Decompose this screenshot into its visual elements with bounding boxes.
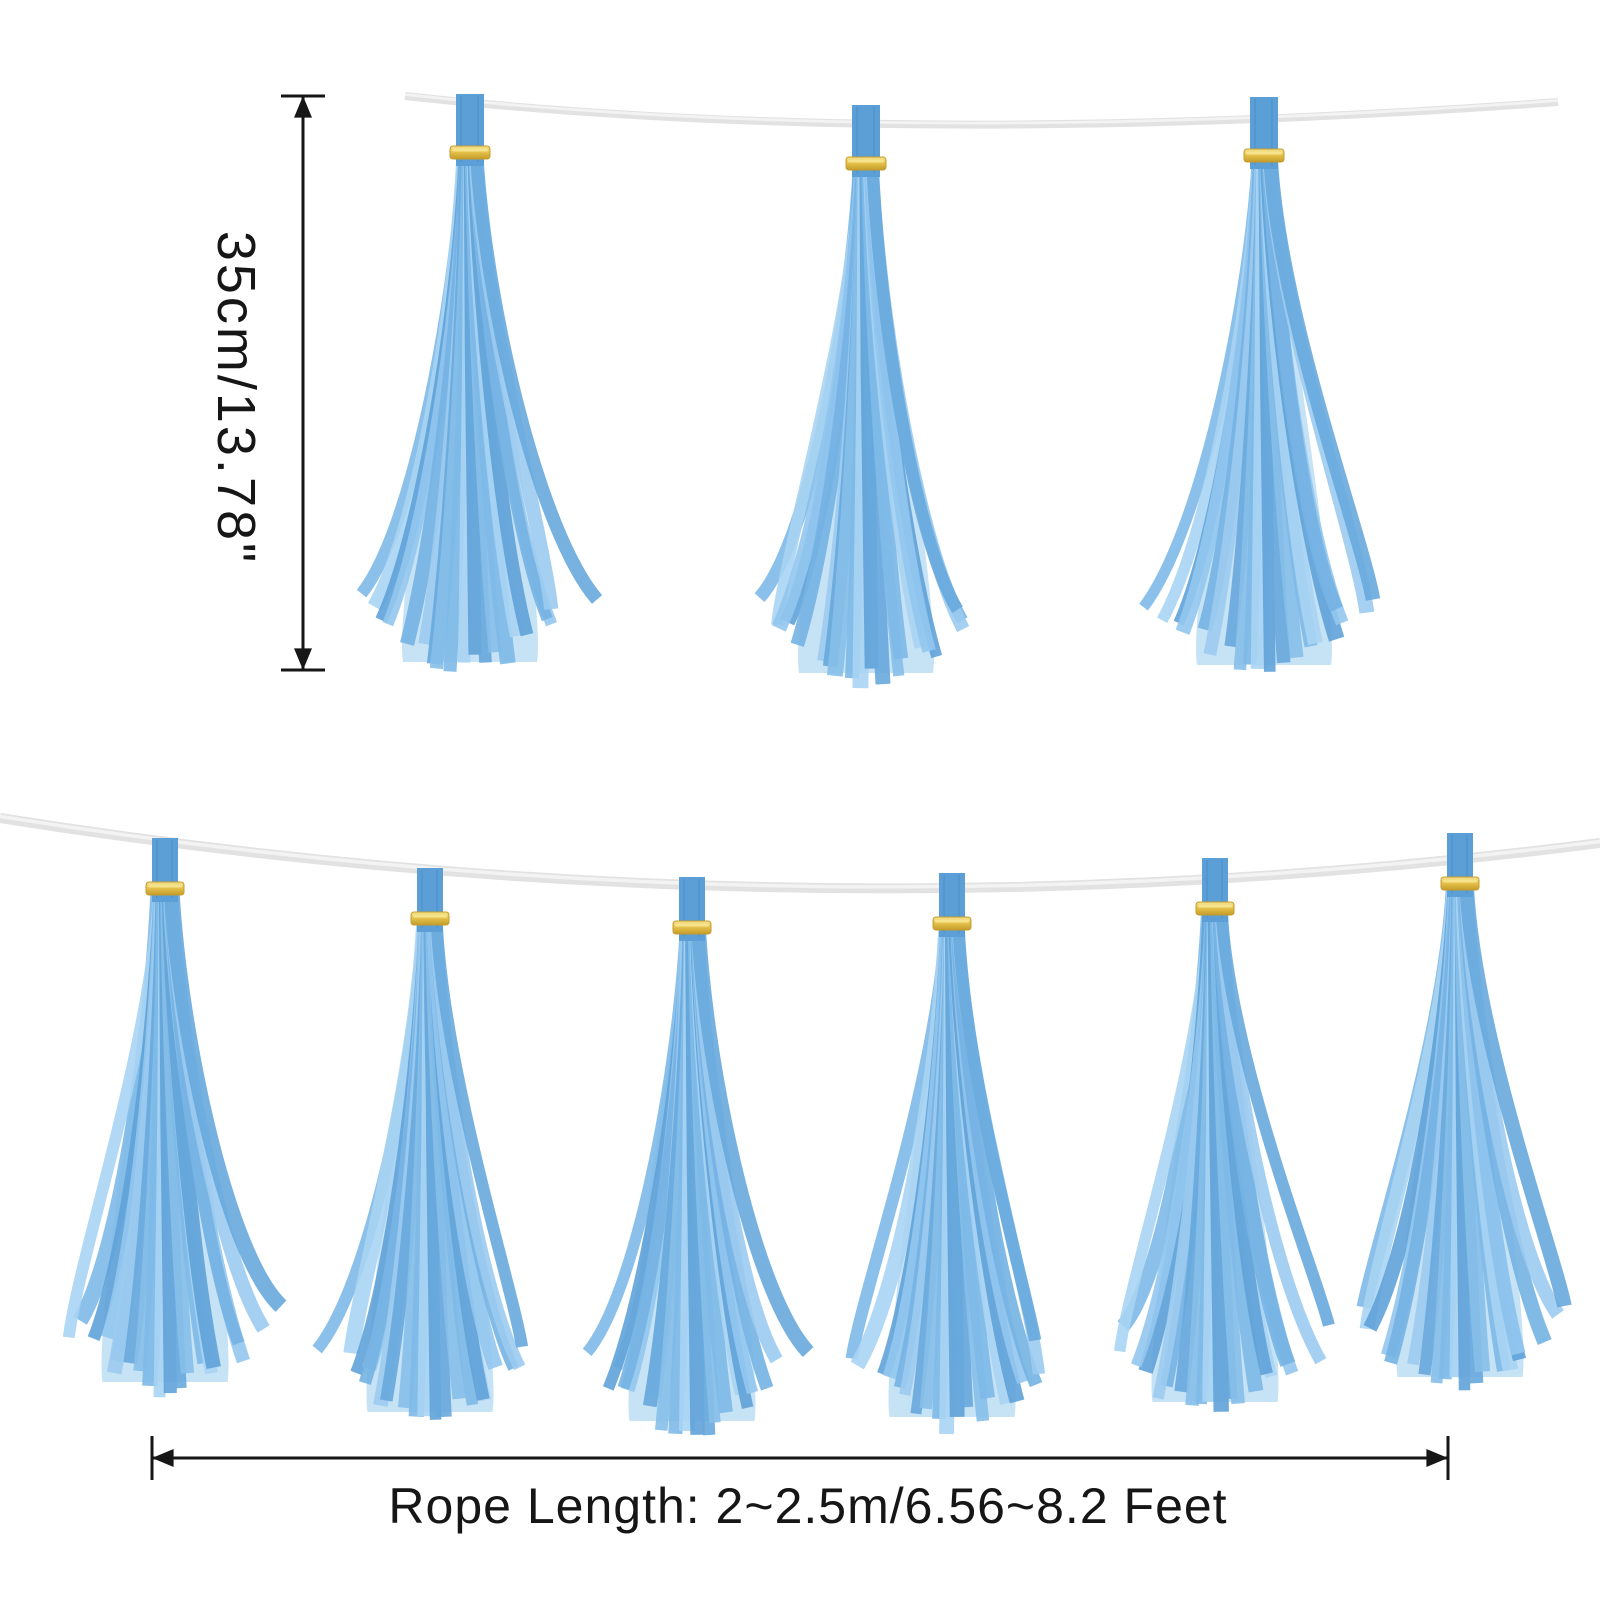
gold-ring <box>1440 876 1480 891</box>
tassel <box>1356 833 1572 1391</box>
tassel <box>62 838 287 1398</box>
tassel-strip <box>1263 158 1381 601</box>
rope-highlight <box>0 814 1600 889</box>
gold-ring-highlight <box>848 159 884 163</box>
rope-length-label: Rope Length: 2~2.5m/6.56~8.2 Feet <box>388 1478 1228 1534</box>
rope <box>0 813 1600 894</box>
gold-ring-highlight <box>935 919 969 923</box>
gold-ring <box>845 156 887 171</box>
gold-ring-highlight <box>148 884 182 888</box>
gold-ring-highlight <box>675 923 709 927</box>
tassel <box>356 94 603 672</box>
tassel <box>312 868 528 1420</box>
gold-ring-highlight <box>1246 151 1282 155</box>
tassel <box>582 877 814 1436</box>
garland-top <box>356 92 1559 689</box>
gold-ring-highlight <box>452 148 488 152</box>
rope <box>404 92 1559 129</box>
gold-ring <box>1195 901 1235 916</box>
tassel <box>1139 97 1381 672</box>
tassel-strip <box>163 891 287 1312</box>
gold-ring <box>145 881 185 896</box>
tassel <box>754 105 970 689</box>
tassel <box>1113 858 1335 1412</box>
gold-ring-highlight <box>1198 904 1232 908</box>
rope-length-dimension-arrow-icon <box>150 1436 1450 1480</box>
tassel-strip <box>430 921 528 1348</box>
tassel <box>845 873 1045 1435</box>
tassel-strip <box>1459 886 1572 1308</box>
garland-bottom <box>0 813 1600 1436</box>
gold-ring <box>932 916 972 931</box>
gold-ring <box>1243 148 1285 163</box>
gold-ring-highlight <box>413 914 447 918</box>
rope-highlight <box>404 93 1559 125</box>
tassel-strip <box>866 166 963 614</box>
gold-ring <box>449 145 491 160</box>
gold-ring <box>672 920 712 935</box>
tassel-strip <box>1215 911 1335 1327</box>
tassel-strip <box>691 930 814 1358</box>
tassel-strip <box>469 155 603 604</box>
tassel-height-label: 35cm/13.78" <box>206 230 266 566</box>
height-dimension-arrow-icon <box>281 94 325 672</box>
tassel-strip <box>952 926 1042 1342</box>
gold-ring <box>410 911 450 926</box>
gold-ring-highlight <box>1443 879 1477 883</box>
